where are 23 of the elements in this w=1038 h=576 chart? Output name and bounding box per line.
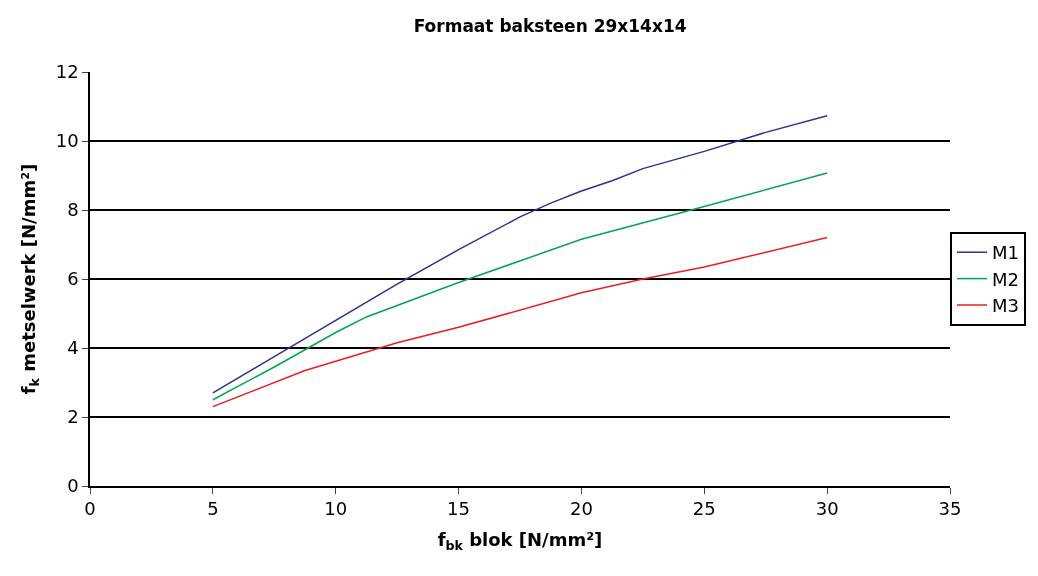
- x-tick-label: 30: [815, 498, 839, 520]
- y-tick-label: 0: [67, 475, 79, 497]
- chart-title: Formaat baksteen 29x14x14: [413, 16, 687, 37]
- line-series: [212, 236, 828, 408]
- y-tick-label: 8: [67, 199, 79, 221]
- y-tick-label: 4: [67, 337, 79, 359]
- x-tick-label: 20: [569, 498, 593, 520]
- x-tick-label: 15: [447, 498, 471, 520]
- x-tick-label: 5: [207, 498, 219, 520]
- legend-label: M3: [992, 295, 1019, 317]
- x-tick-label: 35: [938, 498, 962, 520]
- x-tick-label: 10: [324, 498, 348, 520]
- line-series: [212, 115, 828, 394]
- y-tick-label: 12: [55, 61, 79, 83]
- x-tick-label: 0: [84, 498, 96, 520]
- x-axis-title: f$_{bk}$ blok [N/mm²]: [437, 528, 603, 553]
- y-tick-label: 2: [67, 406, 79, 428]
- legend-label: M1: [992, 242, 1019, 264]
- line-series: [212, 172, 828, 401]
- legend-label: M2: [992, 268, 1019, 290]
- x-tick-label: 25: [692, 498, 716, 520]
- y-tick-label: 10: [55, 130, 79, 152]
- y-tick-label: 6: [67, 268, 79, 290]
